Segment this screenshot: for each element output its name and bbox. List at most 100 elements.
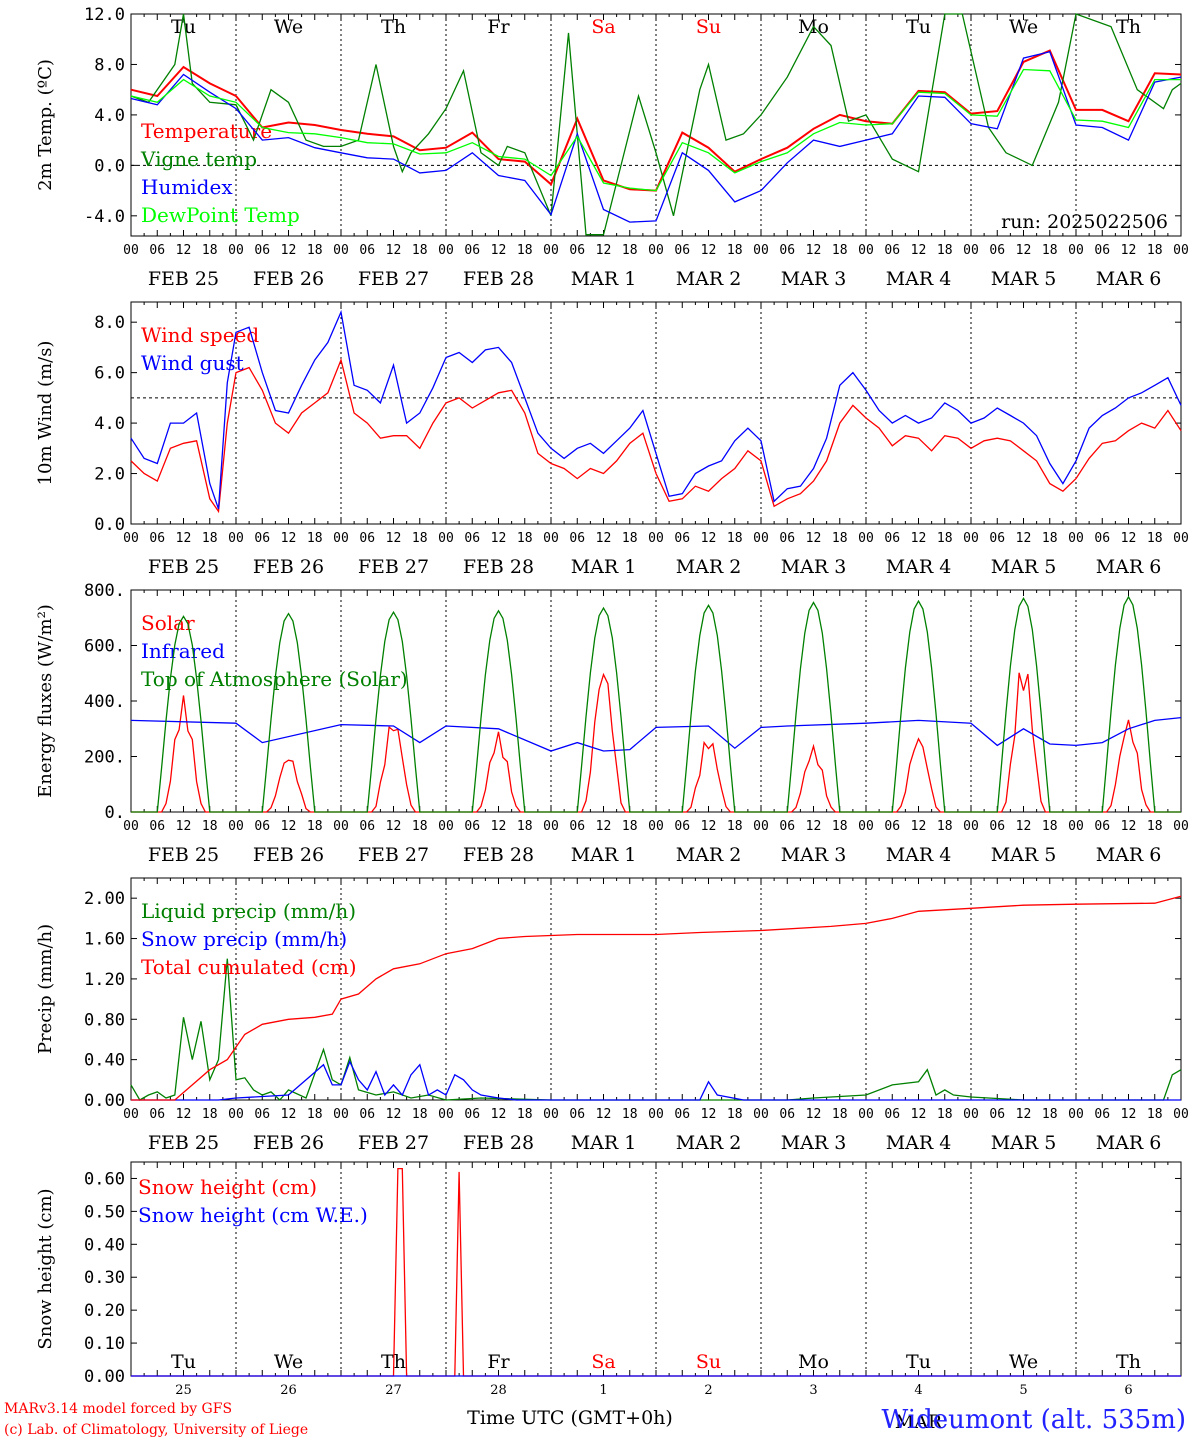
date-label: MAR 1 [571, 1132, 637, 1154]
y-tick-label: 0.0 [94, 515, 125, 535]
legend-vigne-temp: Vigne temp [140, 147, 257, 171]
hour-label: 06 [254, 819, 270, 834]
hour-label: 12 [911, 819, 927, 834]
date-label: MAR 4 [886, 268, 952, 290]
weekday-label: Tu [171, 1351, 196, 1373]
hour-label: 12 [491, 243, 507, 258]
y-tick-label: 8.0 [94, 55, 125, 75]
series-line-wind-gust [130, 309, 1182, 510]
date-label: MAR 5 [991, 268, 1057, 290]
y-tick-label: 1.60 [84, 930, 125, 950]
hour-label: 18 [622, 243, 638, 258]
weekday-label: Su [696, 1351, 721, 1373]
panel-2: 0.0 2.0 4.0 6.0 8.0 10m Wind (m/s) 00 06 12 18 FEB… [35, 301, 1189, 578]
y-axis-label: 10m Wind (m/s) [35, 341, 56, 486]
legend-wind-gust: Wind gust [141, 351, 244, 375]
hour-label: 00 [1068, 243, 1084, 258]
hour-label: 00 [753, 531, 769, 546]
hour-label: 00 [648, 243, 664, 258]
run-annotation: run: 2025022506 [1001, 211, 1168, 233]
day-number: 26 [280, 1383, 297, 1398]
hour-label: 18 [622, 531, 638, 546]
hour-label: 12 [1016, 243, 1032, 258]
day-number: 27 [385, 1383, 402, 1398]
hour-label: 00 [1068, 531, 1084, 546]
date-label: MAR 1 [571, 556, 637, 578]
hour-label: 18 [202, 819, 218, 834]
date-label: MAR 3 [781, 268, 847, 290]
y-tick-label: 2.0 [94, 465, 125, 485]
hour-label: 00 [333, 1107, 349, 1122]
hour-label: 06 [674, 819, 690, 834]
hour-label: 18 [1042, 1107, 1058, 1122]
y-tick-label: 6.0 [94, 364, 125, 384]
hour-label: 18 [412, 243, 428, 258]
hour-label: 12 [1121, 243, 1137, 258]
day-number: 4 [914, 1383, 922, 1398]
hour-label: 12 [491, 531, 507, 546]
hour-label: 00 [963, 243, 979, 258]
hour-label: 06 [989, 243, 1005, 258]
hour-label: 00 [333, 819, 349, 834]
date-label: FEB 25 [148, 556, 219, 578]
y-tick-label: 0. [105, 803, 125, 823]
hour-label: 18 [1042, 243, 1058, 258]
hour-label: 00 [123, 819, 139, 834]
hour-label: 06 [1094, 819, 1110, 834]
date-label: MAR 6 [1096, 1132, 1162, 1154]
hour-label: 18 [1147, 1107, 1163, 1122]
y-tick-label: 0.00 [84, 1091, 125, 1111]
y-tick-label: 800. [84, 581, 125, 601]
date-label: MAR 6 [1096, 556, 1162, 578]
hour-label: 12 [596, 243, 612, 258]
hour-label: 18 [202, 243, 218, 258]
date-label: FEB 28 [463, 1132, 534, 1154]
date-label: MAR 2 [676, 556, 742, 578]
y-tick-label: 8.0 [94, 313, 125, 333]
hour-label: 06 [989, 819, 1005, 834]
date-label: MAR 1 [571, 268, 637, 290]
y-tick-label: 600. [84, 637, 125, 657]
hour-label: 00 [543, 243, 559, 258]
weekday-label: We [274, 16, 303, 38]
hour-label: 00 [333, 243, 349, 258]
hour-label: 12 [596, 1107, 612, 1122]
hour-label: 00 [753, 243, 769, 258]
hour-label: 12 [701, 531, 717, 546]
y-tick-label: 1.20 [84, 970, 125, 990]
date-label: MAR 3 [781, 844, 847, 866]
hour-label: 12 [806, 531, 822, 546]
date-label: FEB 25 [148, 1132, 219, 1154]
date-label: FEB 27 [358, 556, 429, 578]
hour-label: 18 [727, 1107, 743, 1122]
date-label: FEB 27 [358, 268, 429, 290]
date-label: MAR 5 [991, 844, 1057, 866]
weekday-label: Tu [171, 16, 196, 38]
hour-label: 12 [701, 243, 717, 258]
hour-label: 00 [963, 531, 979, 546]
hour-label: 00 [123, 531, 139, 546]
hour-label: 00 [648, 531, 664, 546]
y-tick-label: 400. [84, 692, 125, 712]
date-label: FEB 25 [148, 268, 219, 290]
hour-label: 12 [911, 1107, 927, 1122]
hour-label: 18 [832, 531, 848, 546]
day-number: 3 [809, 1383, 817, 1398]
weekday-label: We [1009, 1351, 1038, 1373]
hour-label: 06 [674, 531, 690, 546]
hour-label: 06 [674, 243, 690, 258]
hour-label: 18 [517, 819, 533, 834]
hour-label: 06 [254, 531, 270, 546]
hour-label: 12 [176, 531, 192, 546]
legend-dewpoint-temp: DewPoint Temp [141, 203, 300, 227]
hour-label: 12 [701, 1107, 717, 1122]
y-tick-label: 0.40 [84, 1235, 125, 1255]
weekday-label: We [274, 1351, 303, 1373]
weekday-label: Th [1116, 16, 1141, 38]
hour-label: 18 [517, 531, 533, 546]
hour-label: 18 [412, 1107, 428, 1122]
date-label: FEB 28 [463, 844, 534, 866]
hour-label: 18 [202, 1107, 218, 1122]
y-tick-label: 0.30 [84, 1268, 125, 1288]
